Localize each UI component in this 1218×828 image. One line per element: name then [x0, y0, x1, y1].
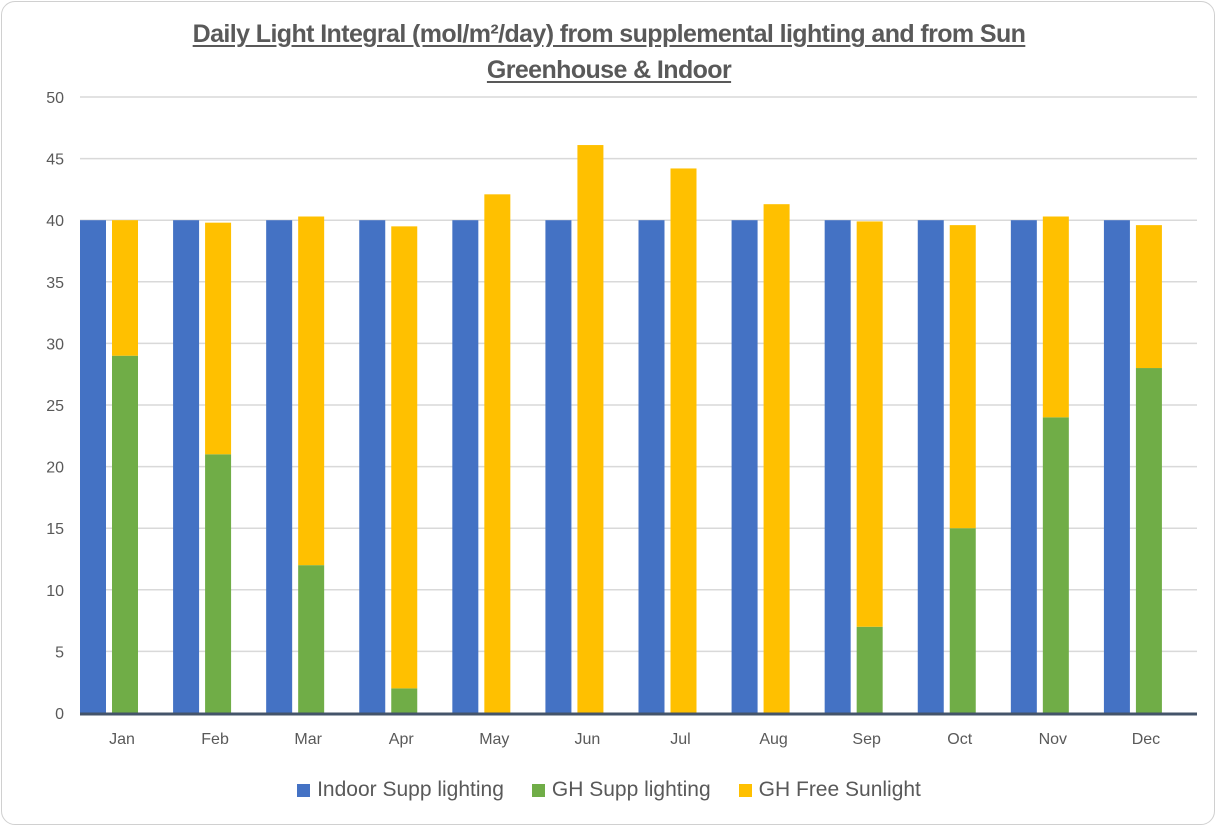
- legend-swatch: [297, 783, 311, 797]
- x-tick-label: Mar: [294, 731, 322, 748]
- legend-label: GH Supp lighting: [551, 778, 711, 801]
- bar-indoor-supp-lighting-jul: [638, 220, 665, 713]
- bar-gh-free-sunlight-dec: [1135, 225, 1162, 369]
- bar-gh-supp-lighting-nov: [1042, 417, 1069, 713]
- y-tick-label: 20: [46, 460, 64, 477]
- x-tick-label: Jan: [109, 731, 135, 748]
- bar-indoor-supp-lighting-feb: [173, 220, 200, 713]
- y-tick-label: 45: [46, 152, 64, 169]
- bar-gh-supp-lighting-oct: [949, 528, 976, 713]
- bar-gh-supp-lighting-apr: [391, 688, 418, 713]
- y-tick-label: 5: [55, 644, 64, 661]
- bar-gh-supp-lighting-jan: [112, 355, 138, 713]
- x-tick-label: Nov: [1039, 731, 1067, 748]
- legend-label: GH Free Sunlight: [758, 778, 921, 801]
- y-tick-label: 50: [46, 90, 64, 107]
- x-tick-label: Dec: [1132, 731, 1160, 748]
- y-tick-label: 35: [46, 275, 64, 292]
- bar-indoor-supp-lighting-aug: [731, 220, 758, 713]
- bar-gh-supp-lighting-dec: [1135, 368, 1162, 713]
- bar-gh-free-sunlight-jun: [577, 145, 604, 714]
- bar-indoor-supp-lighting-mar: [266, 220, 293, 713]
- bar-gh-supp-lighting-sep: [856, 626, 883, 713]
- bar-indoor-supp-lighting-apr: [359, 220, 386, 713]
- x-tick-label: Jul: [670, 731, 690, 748]
- bar-indoor-supp-lighting-nov: [1010, 220, 1037, 713]
- chart-title: Daily Light Integral (mol/m²/day) from s…: [192, 20, 1026, 48]
- bar-indoor-supp-lighting-oct: [917, 220, 944, 713]
- bar-gh-free-sunlight-feb: [205, 222, 232, 455]
- x-tick-label: May: [479, 731, 509, 748]
- bar-indoor-supp-lighting-sep: [824, 220, 851, 713]
- y-tick-label: 15: [46, 521, 64, 538]
- x-tick-label: Apr: [389, 731, 415, 748]
- y-tick-label: 30: [46, 336, 64, 353]
- x-tick-label: Aug: [759, 731, 787, 748]
- bar-gh-free-sunlight-jul: [670, 168, 697, 713]
- bar-gh-free-sunlight-sep: [856, 221, 883, 627]
- legend-label: Indoor Supp lighting: [317, 778, 504, 801]
- chart-subtitle: Greenhouse & Indoor: [486, 56, 732, 84]
- bar-gh-free-sunlight-aug: [763, 204, 790, 713]
- legend-item: GH Supp lighting: [531, 778, 711, 802]
- legend-swatch: [531, 783, 545, 797]
- bar-indoor-supp-lighting-jan: [80, 220, 106, 713]
- legend-item: Indoor Supp lighting: [297, 778, 504, 802]
- bar-indoor-supp-lighting-may: [452, 220, 479, 713]
- bar-gh-free-sunlight-jan: [112, 220, 138, 356]
- x-tick-label: Jun: [575, 731, 601, 748]
- bar-gh-free-sunlight-nov: [1042, 216, 1069, 418]
- y-tick-label: 25: [46, 398, 64, 415]
- bar-gh-free-sunlight-may: [484, 194, 511, 713]
- bar-gh-free-sunlight-apr: [391, 226, 418, 689]
- legend-item: GH Free Sunlight: [738, 778, 921, 802]
- x-tick-label: Oct: [947, 731, 972, 748]
- chart-legend: Indoor Supp lighting GH Supp lighting GH F…: [0, 778, 1218, 802]
- bar-indoor-supp-lighting-jun: [545, 220, 572, 713]
- bar-gh-supp-lighting-mar: [298, 565, 325, 713]
- x-tick-label: Sep: [852, 731, 881, 748]
- bar-indoor-supp-lighting-dec: [1103, 220, 1130, 713]
- legend-swatch: [738, 783, 752, 797]
- bar-gh-supp-lighting-feb: [205, 454, 232, 713]
- y-tick-label: 10: [46, 583, 64, 600]
- y-tick-label: 0: [55, 706, 64, 723]
- x-tick-label: Feb: [201, 731, 229, 748]
- bar-gh-free-sunlight-mar: [298, 216, 325, 566]
- y-tick-label: 40: [46, 213, 64, 230]
- bar-gh-free-sunlight-oct: [949, 225, 976, 529]
